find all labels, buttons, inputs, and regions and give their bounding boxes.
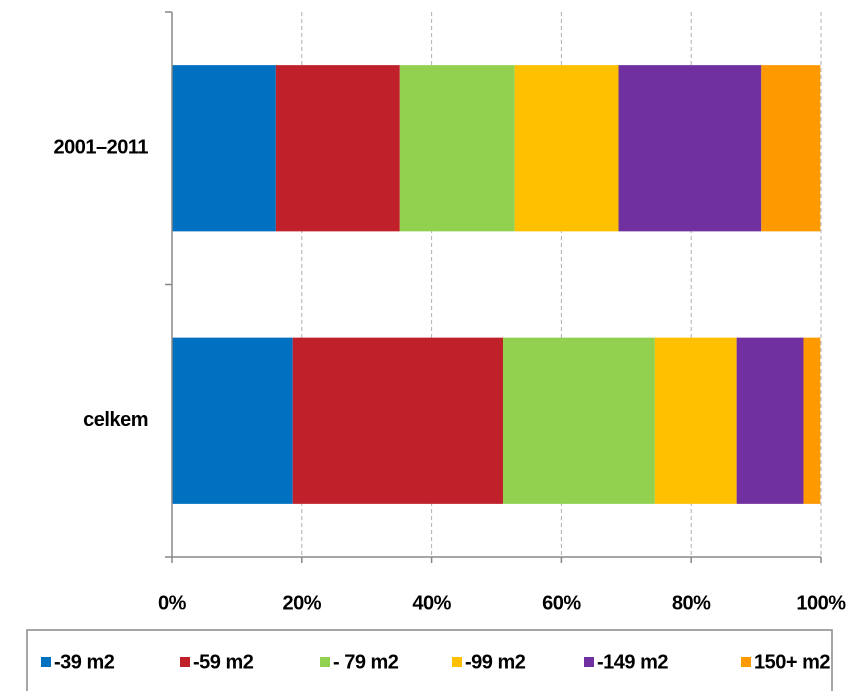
bar-segment <box>275 65 400 232</box>
bar-segment <box>803 337 821 504</box>
legend-swatch <box>320 657 330 667</box>
bar-segment <box>292 337 503 504</box>
y-tick-label: celkem <box>83 409 148 431</box>
bar-segment <box>618 65 762 232</box>
x-tick-label: 100% <box>796 592 846 614</box>
legend-swatch <box>180 657 190 667</box>
legend-swatch <box>741 657 751 667</box>
legend-label: -149 m2 <box>597 651 668 673</box>
y-tick-label: 2001–2011 <box>53 137 148 159</box>
legend-swatch <box>584 657 594 667</box>
bar-segment <box>172 65 276 232</box>
bar-segment <box>399 65 515 232</box>
bar-segment <box>761 65 821 232</box>
x-tick-label: 40% <box>412 592 451 614</box>
bar-segment <box>172 337 293 504</box>
legend-box <box>26 629 833 691</box>
x-tick-label: 0% <box>158 592 187 614</box>
legend-swatch <box>452 657 462 667</box>
x-tick-label: 20% <box>283 592 322 614</box>
bar-segment <box>502 337 655 504</box>
legend-label: -99 m2 <box>465 651 526 673</box>
legend-label: 150+ m2 <box>754 651 830 673</box>
bar-segment <box>654 337 737 504</box>
bar-segment <box>514 65 619 232</box>
bar-segment <box>736 337 804 504</box>
x-tick-label: 60% <box>542 592 581 614</box>
legend-swatch <box>41 657 51 667</box>
legend-label: - 79 m2 <box>333 651 399 673</box>
legend-label: -39 m2 <box>54 651 115 673</box>
x-tick-label: 80% <box>672 592 711 614</box>
legend-label: -59 m2 <box>193 651 254 673</box>
